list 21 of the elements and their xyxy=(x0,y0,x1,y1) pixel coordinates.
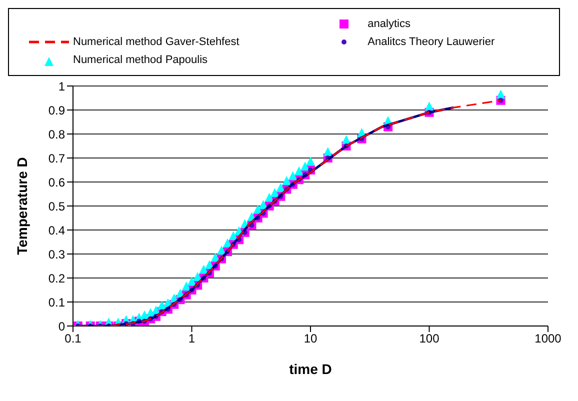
y-axis-title: Temperature D xyxy=(14,157,30,255)
y-tick-label: 0.1 xyxy=(48,295,66,310)
legend-label: Numerical method Papoulis xyxy=(73,54,208,66)
legend-label: analytics xyxy=(368,18,410,30)
x-axis-title: time D xyxy=(289,361,332,377)
y-tick-label: 0 xyxy=(58,319,66,334)
legend-label: Numerical method Gaver-Stehfest xyxy=(73,36,240,48)
y-tick-label: 0.6 xyxy=(48,175,66,190)
x-tick-label: 1 xyxy=(188,332,196,346)
y-tick-label: 0.4 xyxy=(48,223,66,238)
y-tick-label: 0.2 xyxy=(48,271,66,286)
y-tick-label: 0.7 xyxy=(48,151,66,166)
y-tick-label: 0.8 xyxy=(48,127,66,142)
x-tick-label: 100 xyxy=(419,332,440,346)
y-tick-label: 1 xyxy=(58,79,66,94)
legend-label: Analitcs Theory Lauwerier xyxy=(368,36,495,48)
x-tick-label: 1000 xyxy=(534,332,562,346)
y-tick-label: 0.3 xyxy=(48,247,66,262)
y-tick-label: 0.9 xyxy=(48,103,66,118)
y-tick-label: 0.5 xyxy=(48,199,66,214)
x-tick-label: 10 xyxy=(304,332,318,346)
